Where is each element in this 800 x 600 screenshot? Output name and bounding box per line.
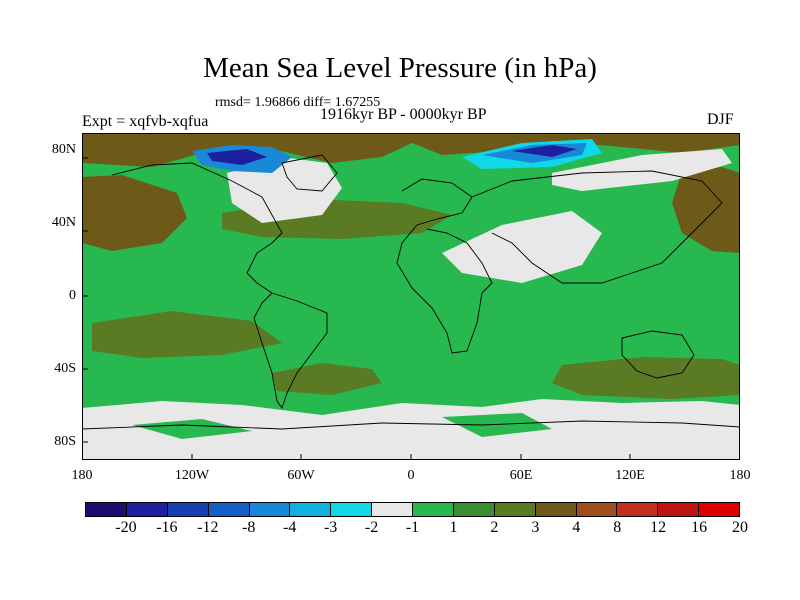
colorbar-box <box>494 503 536 516</box>
colorbar-label: -20 <box>115 519 137 536</box>
colorbar-box <box>658 503 700 516</box>
colorbar-label: 20 <box>732 519 748 536</box>
colorbar-label: -8 <box>242 519 256 536</box>
colorbar-box <box>331 503 373 516</box>
colorbar-box <box>699 503 739 516</box>
colorbar-box <box>453 503 495 516</box>
antarctic-light <box>82 399 740 460</box>
lon-label-60e: 60E <box>509 468 533 483</box>
colorbar-label: -16 <box>156 519 178 536</box>
map-ticks <box>82 157 631 460</box>
barents-low-core <box>512 145 577 157</box>
north-america-light <box>227 157 342 223</box>
colorbar-label: 12 <box>650 519 667 536</box>
north-pacific-high-east <box>672 167 740 253</box>
lon-label-120e: 120E <box>615 468 645 483</box>
pressure-map <box>82 133 740 460</box>
lat-label-40n: 40N <box>51 215 76 230</box>
lon-label-180e: 180 <box>729 468 751 483</box>
colorbar-label: 8 <box>613 519 622 536</box>
greenland-low-core <box>207 149 267 165</box>
south-indian-olive <box>552 357 740 399</box>
colorbar-label: -2 <box>364 519 379 536</box>
colorbar-label: -3 <box>323 519 338 536</box>
colorbar-label: 4 <box>572 519 581 536</box>
south-pacific-olive <box>92 311 282 358</box>
lat-label-80s: 80S <box>54 434 76 449</box>
asia-light <box>442 211 602 283</box>
colorbar-label: 1 <box>449 519 458 536</box>
lon-label-60w: 60W <box>287 468 315 483</box>
colorbar-box <box>167 503 209 516</box>
lat-label-0: 0 <box>69 288 76 303</box>
experiment-label: Expt = xqfvb-xqfua <box>82 113 209 130</box>
stats-line: rmsd= 1.96866 diff= 1.67255 <box>215 95 381 110</box>
lat-label-80n: 80N <box>51 142 76 157</box>
southern-ocean-green-patch-2 <box>442 413 552 437</box>
colorbar-box <box>413 503 454 516</box>
colorbar-label: 3 <box>531 519 540 536</box>
north-pacific-high-west <box>82 175 187 251</box>
colorbar <box>85 502 740 517</box>
southern-ocean-green-patch <box>132 419 252 439</box>
plot-title: Mean Sea Level Pressure (in hPa) <box>203 52 597 84</box>
colorbar-box <box>576 503 618 516</box>
lat-label-40s: 40S <box>54 361 76 376</box>
colorbar-box <box>290 503 332 516</box>
colorbar-label: -12 <box>197 519 219 536</box>
south-atlantic-olive <box>272 363 382 395</box>
colorbar-box <box>126 503 168 516</box>
lon-label-180w: 180 <box>71 468 93 483</box>
colorbar-box <box>86 503 127 516</box>
colorbar-label: -1 <box>405 519 420 536</box>
coastlines <box>82 154 740 430</box>
colorbar-box <box>535 503 577 516</box>
colorbar-label: 2 <box>490 519 499 536</box>
lon-label-120w: 120W <box>174 468 210 483</box>
colorbar-label: -4 <box>283 519 297 536</box>
siberia-light <box>552 149 732 191</box>
period-label: 1916kyr BP - 0000kyr BP <box>320 106 487 123</box>
colorbar-box <box>617 503 659 516</box>
lon-label-0: 0 <box>407 468 415 483</box>
colorbar-label: 16 <box>691 519 708 536</box>
colorbar-box <box>249 503 291 516</box>
season-label: DJF <box>707 111 734 128</box>
colorbar-box <box>208 503 250 516</box>
colorbar-box <box>372 503 413 516</box>
